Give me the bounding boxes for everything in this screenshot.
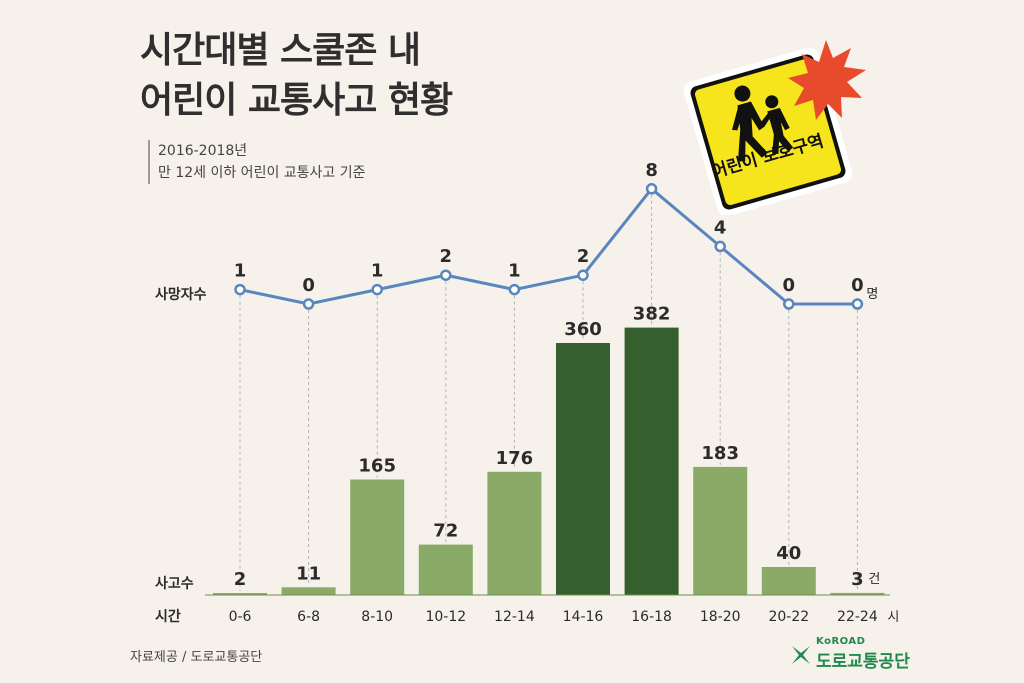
subtitle-criteria: 만 12세 이하 어린이 교통사고 기준 <box>158 165 366 181</box>
title-line-2: 어린이 교통사고 현황 <box>140 80 453 121</box>
line-value-label: 1 <box>371 261 384 282</box>
logo-small-text: KoROAD <box>816 636 866 647</box>
line-point <box>440 269 452 281</box>
line-point <box>577 269 589 281</box>
bar <box>487 471 542 595</box>
bar-value-label: 11 <box>296 563 321 584</box>
x-tick-label: 20-22 <box>768 609 809 625</box>
bar-value-label: 2 <box>234 569 247 590</box>
line-point <box>714 240 726 253</box>
source-credit: 자료제공 / 도로교통공단 <box>130 650 263 665</box>
line-value-label: 1 <box>234 261 247 282</box>
fatality-points <box>234 183 864 310</box>
gridlines <box>239 194 858 591</box>
line-value-label: 0 <box>851 275 864 296</box>
bar-value-labels: 2 11 165 72 176 360 382 183 40 3 <box>234 304 864 590</box>
line-point <box>371 283 383 296</box>
burst-icon <box>788 40 866 120</box>
bar-value-label: 382 <box>633 304 671 325</box>
x-tick-label: 10-12 <box>425 609 466 625</box>
bar <box>830 592 885 595</box>
logo-name-text: 도로교통공단 <box>816 652 910 672</box>
x-tick-label: 18-20 <box>700 609 741 625</box>
x-tick-label: 8-10 <box>361 609 393 625</box>
bar <box>281 587 336 595</box>
line-point <box>645 183 658 195</box>
line-value-label: 0 <box>302 275 315 296</box>
line-series-label: 사망자수 <box>155 286 207 303</box>
x-axis-label: 시간 <box>155 608 181 625</box>
bar-unit: 건 <box>868 572 880 587</box>
bar-value-label: 72 <box>433 521 458 542</box>
x-tick-label: 22-24 <box>837 609 878 625</box>
bar-series-label: 사고수 <box>155 576 194 592</box>
x-tick-label: 6-8 <box>297 609 320 625</box>
x-tick-labels: 0-6 6-8 8-10 10-12 12-14 14-16 16-18 18-20 20-22… <box>229 609 878 625</box>
bars <box>213 327 885 595</box>
x-tick-label: 16-18 <box>631 609 672 625</box>
line-unit: 명 <box>866 287 878 302</box>
bar <box>761 567 816 595</box>
subtitle-period: 2016-2018년 <box>158 143 248 159</box>
bar-value-label: 360 <box>564 319 602 340</box>
bar <box>556 343 610 595</box>
bar <box>213 593 267 595</box>
bar <box>693 466 748 595</box>
x-tick-label: 0-6 <box>229 609 252 625</box>
koroad-logo-icon <box>792 646 810 664</box>
line-value-label: 8 <box>645 160 658 181</box>
title-line-1: 시간대별 스쿨존 내 <box>140 30 421 71</box>
subtitle: 2016-2018년 만 12세 이하 어린이 교통사고 기준 <box>148 140 366 184</box>
bar-value-label: 165 <box>358 456 396 477</box>
line-point <box>508 283 521 296</box>
line-point <box>234 283 246 296</box>
bar <box>418 544 473 595</box>
bar-value-label: 176 <box>496 448 534 469</box>
x-unit: 시 <box>887 610 899 625</box>
x-tick-label: 14-16 <box>563 609 604 625</box>
line-value-label: 4 <box>714 217 727 238</box>
line-value-label: 0 <box>783 275 796 296</box>
line-value-label: 1 <box>508 261 521 282</box>
line-point <box>851 298 864 310</box>
line-point <box>783 298 795 310</box>
bar <box>350 479 405 595</box>
bar <box>624 327 679 595</box>
bar-value-label: 3 <box>851 569 864 590</box>
line-value-label: 2 <box>577 246 590 267</box>
line-point <box>302 298 315 310</box>
bar-value-label: 183 <box>701 443 739 464</box>
koroad-logo: KoROAD 도로교통공단 <box>790 636 930 672</box>
bar-value-label: 40 <box>776 543 801 564</box>
line-value-label: 2 <box>440 246 453 267</box>
school-zone-sign-icon <box>683 40 866 215</box>
x-tick-label: 12-14 <box>494 609 535 625</box>
fatality-line <box>239 186 858 306</box>
chart-title: 시간대별 스쿨존 내 어린이 교통사고 현황 <box>140 26 453 126</box>
